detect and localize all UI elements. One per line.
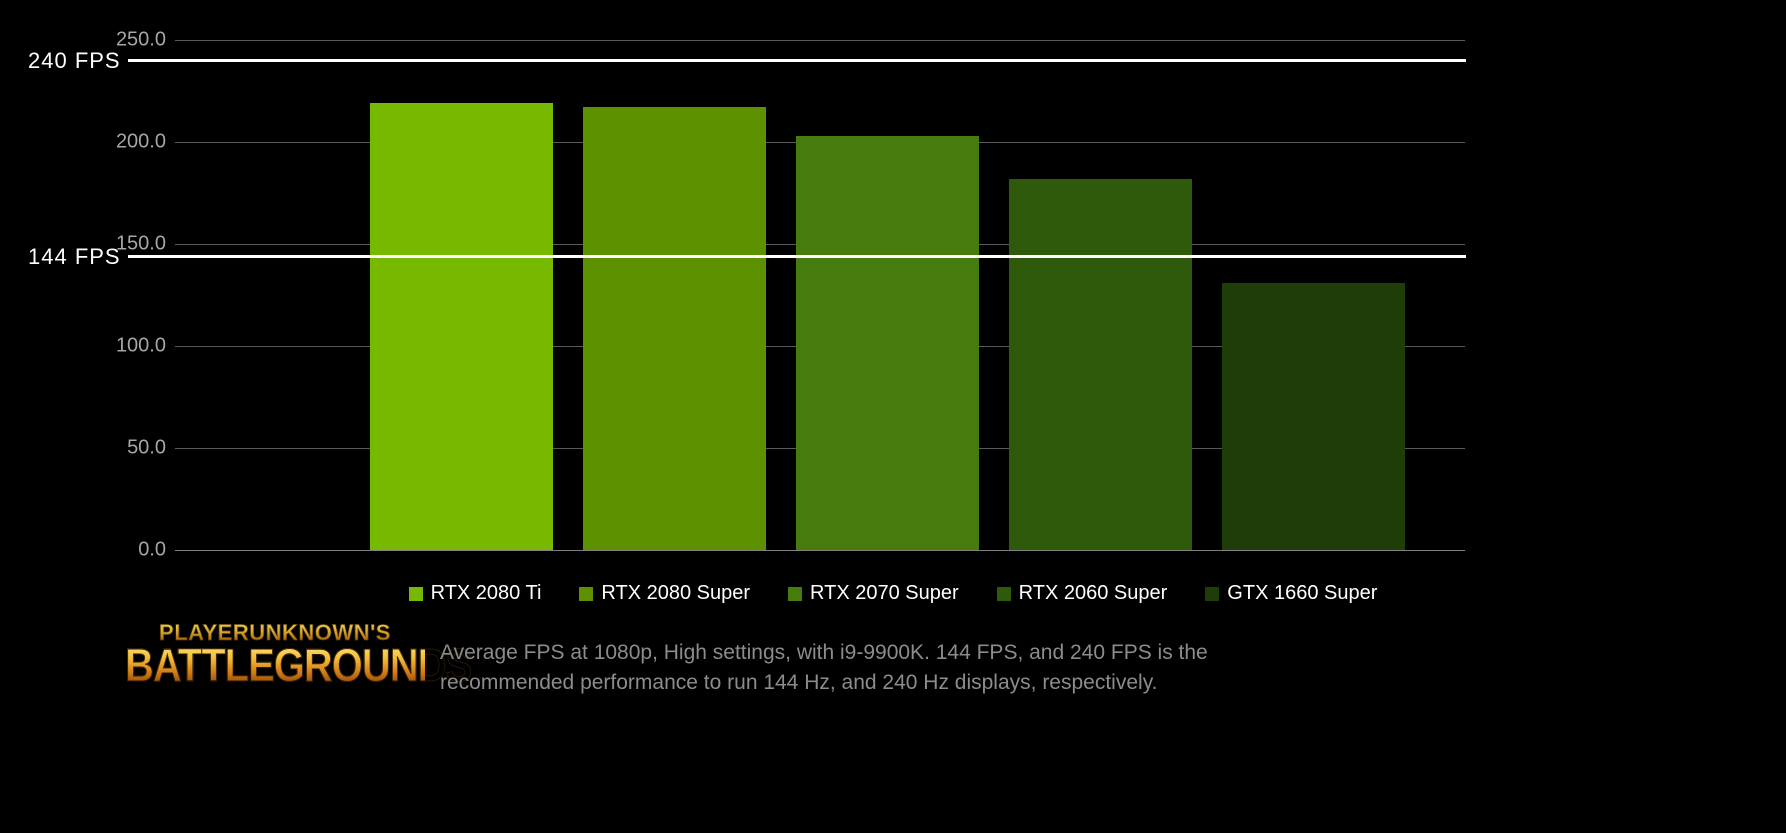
gridline: [175, 550, 1465, 551]
y-axis-tick-label: 200.0: [86, 131, 166, 154]
bar: [1009, 179, 1192, 550]
legend-label: RTX 2070 Super: [810, 582, 959, 605]
legend-swatch: [997, 587, 1011, 601]
chart-plot-area: [175, 40, 1465, 550]
legend-item: RTX 2080 Super: [579, 582, 750, 605]
legend-item: GTX 1660 Super: [1205, 582, 1377, 605]
y-axis-tick-label: 50.0: [86, 437, 166, 460]
logo-line-2: BATTLEGROUNDS: [125, 643, 425, 689]
reference-line: [128, 59, 1466, 62]
y-axis-tick-label: 100.0: [86, 335, 166, 358]
game-logo: PLAYERUNKNOWN'S BATTLEGROUNDS: [125, 620, 425, 686]
legend-item: RTX 2060 Super: [997, 582, 1168, 605]
bar: [583, 107, 766, 550]
gridline: [175, 40, 1465, 41]
chart-legend: RTX 2080 Ti RTX 2080 Super RTX 2070 Super R…: [0, 582, 1786, 605]
reference-line-label: 144 FPS: [28, 244, 121, 270]
y-axis-tick-label: 0.0: [86, 539, 166, 562]
legend-label: RTX 2080 Super: [601, 582, 750, 605]
legend-label: GTX 1660 Super: [1227, 582, 1377, 605]
legend-swatch: [579, 587, 593, 601]
reference-line-label: 240 FPS: [28, 48, 121, 74]
bar: [1222, 283, 1405, 550]
bar: [796, 136, 979, 550]
legend-swatch: [1205, 587, 1219, 601]
legend-item: RTX 2070 Super: [788, 582, 959, 605]
chart-caption: Average FPS at 1080p, High settings, wit…: [440, 638, 1340, 699]
legend-label: RTX 2060 Super: [1019, 582, 1168, 605]
legend-label: RTX 2080 Ti: [431, 582, 542, 605]
legend-swatch: [788, 587, 802, 601]
reference-line: [128, 255, 1466, 258]
legend-item: RTX 2080 Ti: [409, 582, 542, 605]
bar: [370, 103, 553, 550]
legend-swatch: [409, 587, 423, 601]
